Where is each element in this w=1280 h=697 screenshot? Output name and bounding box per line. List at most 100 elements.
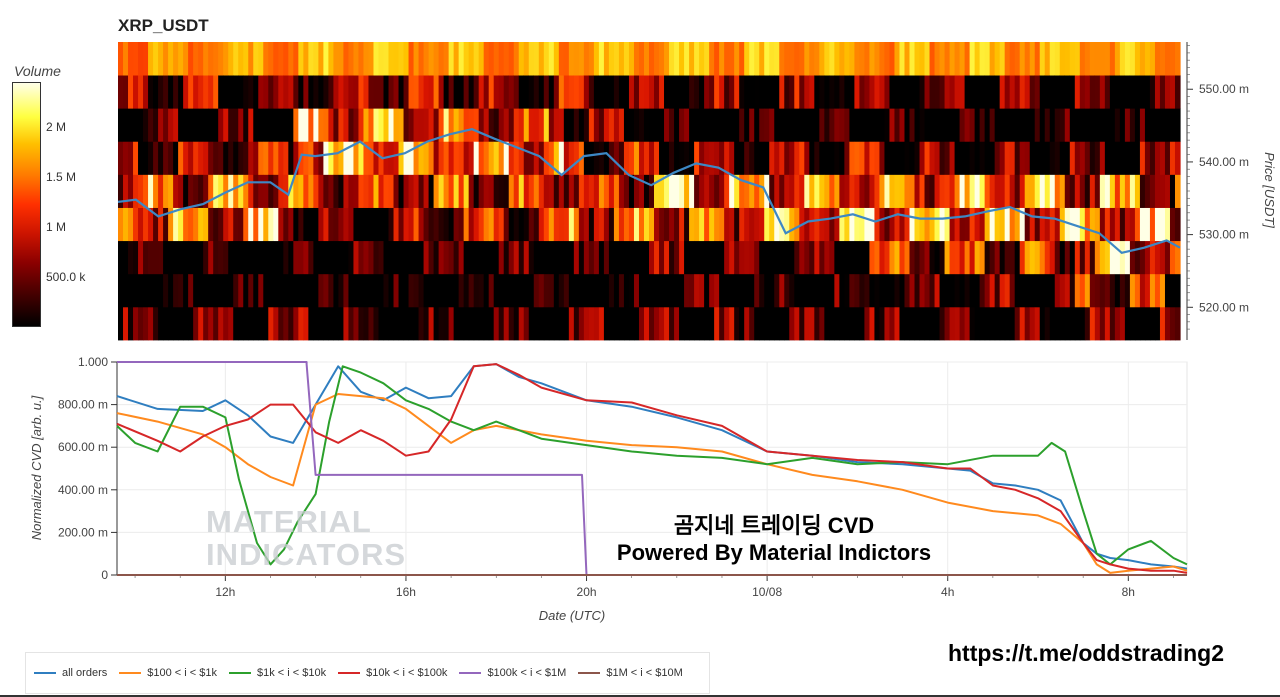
heatmap-cell	[463, 108, 470, 142]
heatmap-cell	[904, 273, 911, 308]
heatmap-cell	[1099, 273, 1106, 308]
heatmap-cell	[1059, 42, 1066, 76]
heatmap-cell	[233, 108, 239, 142]
heatmap-cell	[744, 108, 750, 142]
heatmap-cell	[829, 141, 835, 175]
heatmap-cell	[1149, 306, 1156, 341]
heatmap-cell	[1009, 42, 1016, 76]
heatmap-cell	[323, 75, 329, 109]
heatmap-cell	[694, 141, 700, 175]
heatmap-cell	[588, 42, 595, 76]
heatmap-cell	[453, 174, 460, 208]
heatmap-cell	[498, 306, 505, 341]
heatmap-cell	[784, 141, 790, 175]
heatmap-cell	[1069, 306, 1076, 341]
heatmap-cell	[684, 75, 690, 109]
heatmap-cell	[613, 273, 620, 308]
heatmap-cell	[448, 273, 455, 308]
heatmap-cell	[704, 207, 710, 242]
heatmap-cell	[899, 174, 906, 208]
heatmap-cell	[403, 207, 410, 242]
legend-item[interactable]: all orders	[34, 667, 107, 679]
heatmap-cell	[654, 240, 660, 275]
heatmap-cell	[293, 207, 299, 242]
heatmap-cell	[1129, 75, 1136, 109]
heatmap-cell	[548, 108, 555, 142]
heatmap-cell	[879, 75, 886, 109]
heatmap-cell	[273, 75, 279, 109]
heatmap-cell	[1079, 108, 1086, 142]
heatmap-cell	[133, 108, 139, 142]
heatmap-cell	[503, 42, 510, 76]
heatmap-cell	[934, 207, 941, 242]
heatmap-cell	[1134, 273, 1141, 308]
heatmap-cell	[178, 306, 184, 341]
volume-colorbar	[12, 82, 41, 327]
heatmap-cell	[448, 75, 455, 109]
heatmap-cell	[774, 306, 780, 341]
heatmap-cell	[1024, 207, 1031, 242]
heatmap-cell	[468, 141, 475, 175]
heatmap-cell	[719, 306, 725, 341]
heatmap-cell	[458, 207, 465, 242]
heatmap-cell	[704, 306, 710, 341]
heatmap-cell	[1169, 273, 1176, 308]
heatmap-cell	[463, 141, 470, 175]
heatmap-cell	[759, 42, 765, 76]
heatmap-cell	[228, 42, 234, 76]
cvd-x-tick-label: 4h	[941, 585, 954, 599]
heatmap-cell	[909, 42, 916, 76]
heatmap-cell	[608, 273, 615, 308]
heatmap-cell	[799, 108, 805, 142]
heatmap-cell	[714, 174, 720, 208]
heatmap-cell	[578, 42, 585, 76]
heatmap-cell	[1009, 207, 1016, 242]
heatmap-cell	[188, 108, 194, 142]
heatmap-cell	[964, 75, 971, 109]
heatmap-cell	[118, 141, 124, 175]
heatmap-cell	[729, 207, 735, 242]
heatmap-cell	[628, 273, 635, 308]
heatmap-cell	[989, 108, 996, 142]
heatmap-cell	[428, 141, 435, 175]
heatmap-cell	[1089, 141, 1096, 175]
heatmap-cell	[1149, 108, 1156, 142]
heatmap-cell	[1094, 306, 1101, 341]
heatmap-cell	[173, 240, 179, 275]
heatmap-cell	[128, 174, 134, 208]
legend-item[interactable]: $10k < i < $100k	[338, 667, 447, 679]
heatmap-cell	[799, 141, 805, 175]
heatmap-cell	[328, 42, 335, 76]
heatmap-cell	[1124, 240, 1131, 275]
legend-item[interactable]: $1M < i < $10M	[578, 667, 683, 679]
heatmap-cell	[338, 306, 345, 341]
heatmap-cell	[904, 141, 911, 175]
heatmap-cell	[328, 141, 335, 175]
heatmap-cell	[659, 174, 665, 208]
heatmap-cell	[1019, 42, 1026, 76]
heatmap-cell	[1034, 75, 1041, 109]
heatmap-cell	[849, 108, 855, 142]
heatmap-cell	[994, 108, 1001, 142]
legend-item[interactable]: $1k < i < $10k	[228, 667, 326, 679]
heatmap-cell	[1044, 207, 1051, 242]
heatmap-cell	[243, 141, 249, 175]
heatmap-cell	[714, 306, 720, 341]
heatmap-cell	[789, 108, 795, 142]
heatmap-cell	[133, 207, 139, 242]
heatmap-cell	[1049, 75, 1056, 109]
heatmap-cell	[1094, 207, 1101, 242]
legend-item[interactable]: $100k < i < $1M	[459, 667, 566, 679]
heatmap-cell	[1064, 306, 1071, 341]
heatmap-cell	[739, 141, 745, 175]
legend-item[interactable]: $100 < i < $1k	[119, 667, 217, 679]
heatmap-cell	[949, 207, 956, 242]
heatmap-cell	[699, 141, 705, 175]
heatmap-cell	[163, 174, 169, 208]
telegram-link[interactable]: https://t.me/oddstrading2	[948, 640, 1224, 666]
heatmap-cell	[1164, 306, 1171, 341]
heatmap-cell	[969, 306, 976, 341]
heatmap-cell	[588, 75, 595, 109]
heatmap-cell	[974, 42, 981, 76]
cvd-x-tick-label: 12h	[215, 585, 235, 599]
